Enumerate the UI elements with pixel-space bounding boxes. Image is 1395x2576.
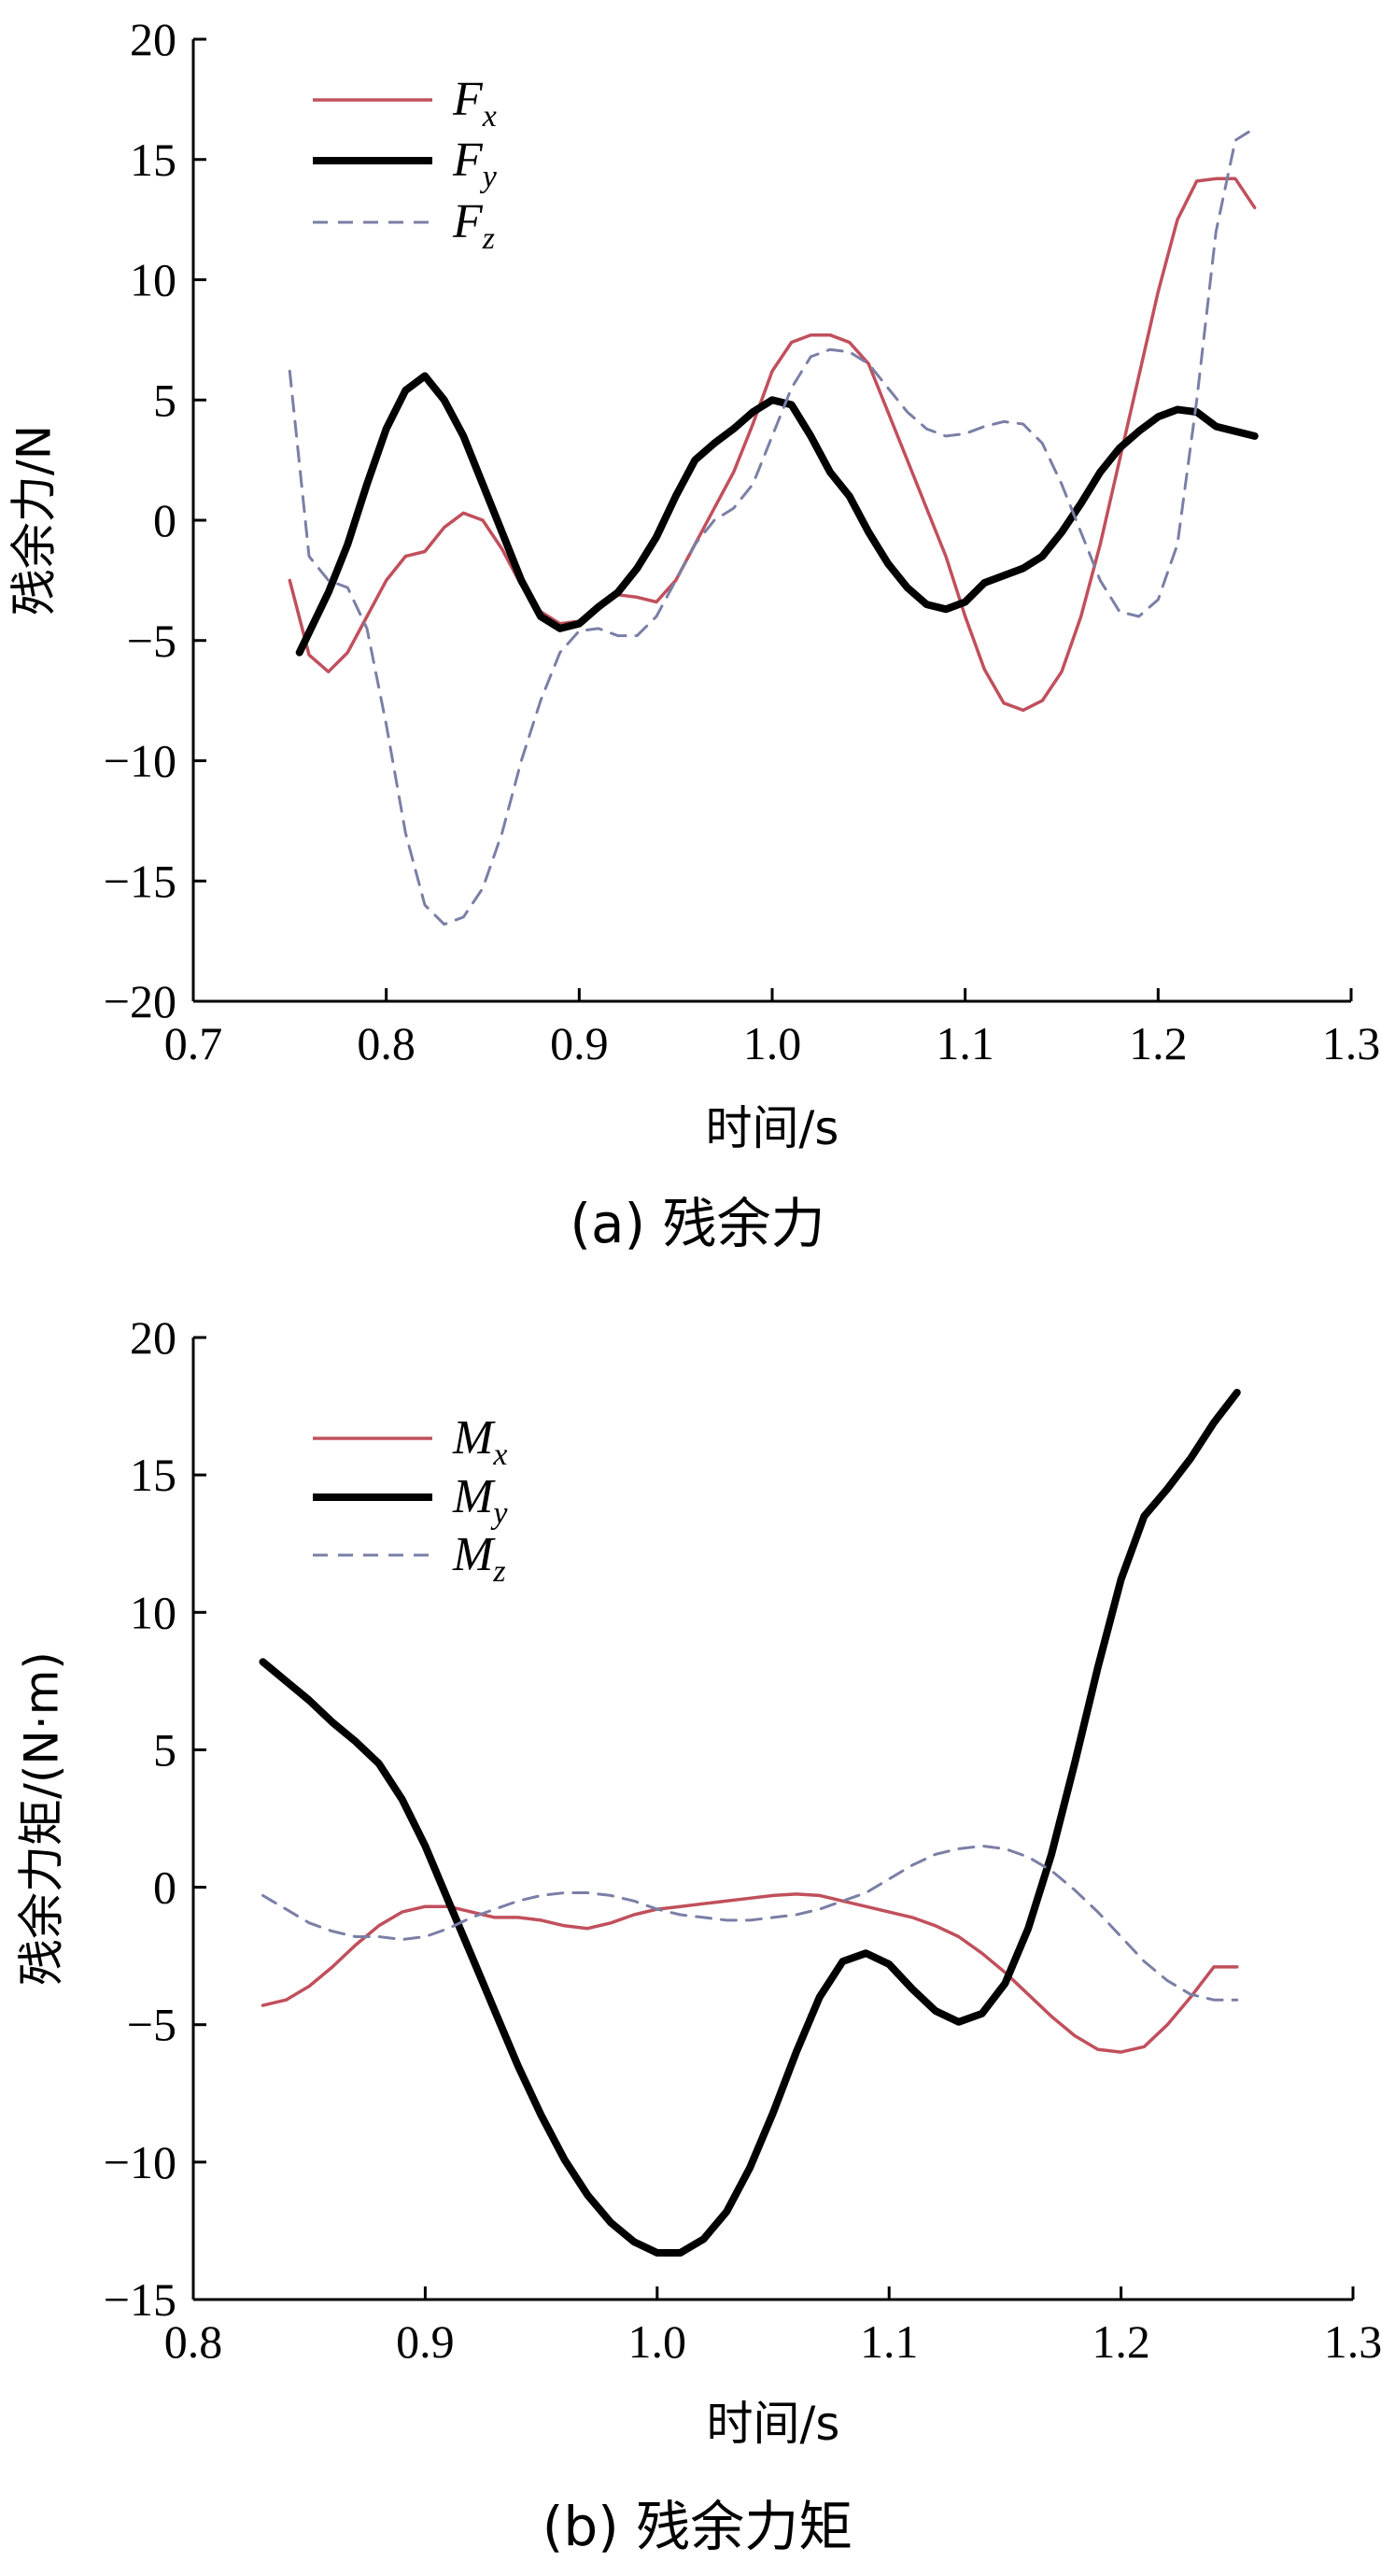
y-tick-label: 20 — [130, 13, 176, 65]
x-tick-label: 1.1 — [936, 1017, 994, 1069]
series-line-fx — [288, 177, 1257, 713]
x-tick-label: 0.7 — [164, 1017, 223, 1069]
y-tick-label: 10 — [130, 1586, 176, 1638]
series-line-mz — [261, 1844, 1239, 2002]
y-tick-label: −10 — [104, 735, 176, 787]
x-tick-label: 1.3 — [1324, 2315, 1383, 2368]
series-line-fy — [295, 372, 1259, 657]
y-tick-label: −15 — [104, 855, 176, 907]
legend-label-fy: Fy — [452, 134, 498, 194]
y-tick-label: −15 — [104, 2273, 176, 2326]
y-axis-label: 残余力矩/(N·m) — [15, 1651, 69, 1986]
chart-caption: (a) 残余力 — [570, 1192, 824, 1255]
x-tick-label: 1.0 — [743, 1017, 802, 1069]
chart-caption: (b) 残余力矩 — [542, 2495, 853, 2558]
x-tick-label: 1.2 — [1129, 1017, 1188, 1069]
legend-label-my: My — [452, 1470, 508, 1531]
y-tick-label: −5 — [127, 1999, 176, 2051]
chart-a: 0.7 0.8 0.9 1.0 1.1 1.2 1.3 20 15 10 5 0 −5 −10 −15 −20… — [7, 13, 1381, 1255]
x-tick-label: 0.9 — [550, 1017, 609, 1069]
x-tick-label: 0.8 — [164, 2315, 223, 2368]
y-tick-label: 20 — [130, 1311, 176, 1364]
x-tick-label: 1.0 — [628, 2315, 687, 2368]
legend-label-fx: Fx — [452, 73, 497, 134]
legend-label-fz: Fz — [452, 195, 495, 256]
y-tick-label: 0 — [153, 1861, 176, 1914]
y-tick-label: 0 — [153, 494, 176, 546]
series-line-my — [259, 1388, 1241, 2257]
x-tick-label: 0.9 — [396, 2315, 455, 2368]
y-tick-label: 5 — [153, 374, 176, 426]
series-line-mx — [261, 1892, 1239, 2054]
x-tick-label: 1.1 — [860, 2315, 919, 2368]
y-tick-label: 15 — [130, 134, 176, 186]
legend-label-mx: Mx — [452, 1411, 507, 1472]
y-tick-label: −5 — [127, 615, 176, 667]
y-tick-label: 10 — [130, 254, 176, 306]
y-tick-label: 5 — [153, 1723, 176, 1776]
series-line-fz — [288, 126, 1257, 927]
y-tick-label: 15 — [130, 1449, 176, 1501]
x-axis-label: 时间/s — [707, 2397, 840, 2451]
legend-label-mz: Mz — [452, 1528, 506, 1589]
x-tick-label: 0.8 — [357, 1017, 416, 1069]
x-axis-label: 时间/s — [706, 1101, 839, 1155]
chart-b: 0.8 0.9 1.0 1.1 1.2 1.3 20 15 10 5 0 −5 −10 −15 时间/s 残余… — [15, 1311, 1383, 2558]
y-tick-label: −20 — [104, 975, 176, 1027]
y-axis-label: 残余力/N — [7, 425, 62, 616]
x-tick-label: 1.3 — [1322, 1017, 1381, 1069]
y-tick-label: −10 — [104, 2136, 176, 2188]
x-tick-label: 1.2 — [1092, 2315, 1150, 2368]
